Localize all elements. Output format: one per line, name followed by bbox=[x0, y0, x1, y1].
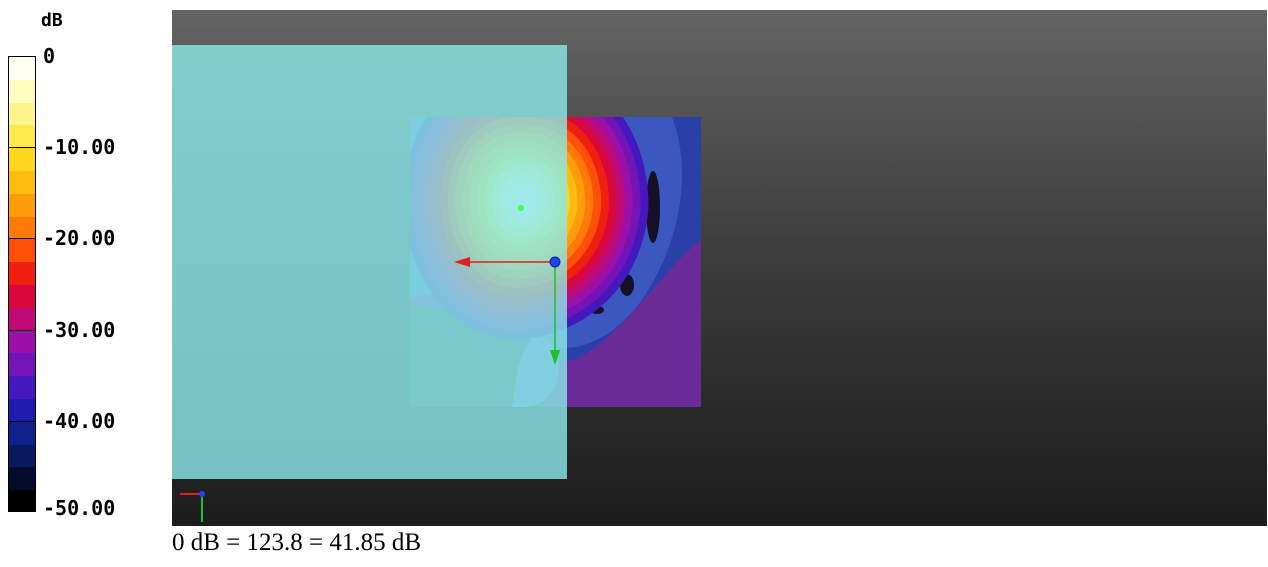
colorbar-segment bbox=[9, 170, 35, 194]
colorbar-segment bbox=[9, 79, 35, 103]
colorbar-tick-label: 0 bbox=[43, 44, 56, 68]
colorbar-tick-label: -40.00 bbox=[43, 408, 116, 433]
colorbar-tick-label: -10.00 bbox=[43, 135, 116, 160]
colorbar-tick-line bbox=[8, 238, 36, 240]
colorbar-segment bbox=[9, 125, 35, 149]
orientation-triad bbox=[180, 491, 205, 522]
colorbar-segment bbox=[9, 102, 35, 126]
null-region bbox=[646, 171, 660, 243]
colorbar-segment bbox=[9, 239, 35, 263]
colorbar-segment bbox=[9, 490, 35, 511]
colorbar-segment bbox=[9, 353, 35, 377]
3d-viewport[interactable] bbox=[172, 10, 1267, 526]
colorbar-segment bbox=[9, 148, 35, 171]
colorbar-tick-label: -30.00 bbox=[43, 317, 116, 342]
colorbar-segment bbox=[9, 57, 35, 80]
colorbar-tick-label: -20.00 bbox=[43, 226, 116, 251]
colorbar-tick-line bbox=[8, 329, 36, 331]
probe-axes bbox=[454, 256, 561, 365]
colorbar-segment bbox=[9, 467, 35, 491]
colorbar-segment bbox=[9, 262, 35, 285]
colorbar-segment bbox=[9, 421, 35, 445]
peak-marker bbox=[518, 205, 524, 211]
colorbar-tick-label: -50.00 bbox=[43, 496, 116, 520]
colorbar bbox=[8, 56, 36, 512]
colorbar-segment bbox=[9, 216, 35, 240]
colorbar-segment bbox=[9, 307, 35, 331]
colorbar-tick-line bbox=[8, 147, 36, 149]
normalization-footer: 0 dB = 123.8 = 41.85 dB bbox=[172, 529, 422, 556]
colorbar-segment bbox=[9, 376, 35, 399]
legend-unit-label: dB bbox=[41, 10, 63, 31]
field-plot bbox=[172, 45, 701, 522]
colorbar-segment bbox=[9, 398, 35, 422]
colorbar-segment bbox=[9, 284, 35, 308]
colorbar-segment bbox=[9, 193, 35, 217]
colorbar-segment bbox=[9, 444, 35, 468]
colorbar-tick-line bbox=[8, 420, 36, 422]
colorbar-segment bbox=[9, 330, 35, 354]
